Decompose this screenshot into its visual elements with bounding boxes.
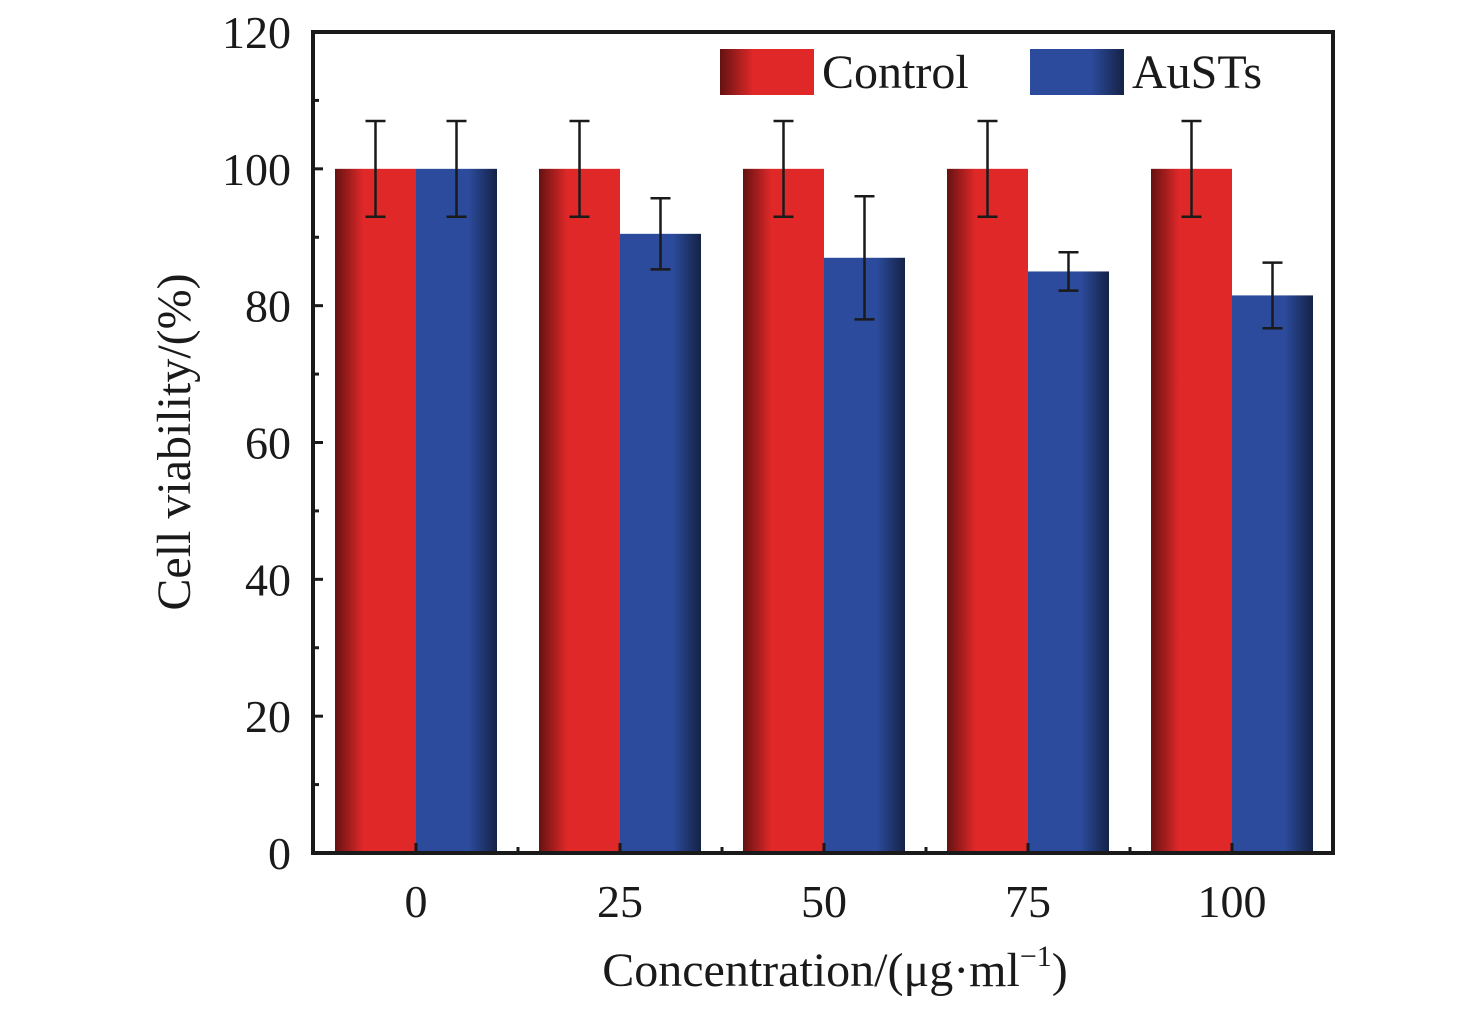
error-bar-control-0	[365, 119, 386, 218]
x-tick-label: 100	[1198, 876, 1267, 927]
legend-swatch-austs	[1030, 49, 1124, 95]
x-tick-label: 75	[1005, 876, 1051, 927]
error-bar-austs-50	[854, 194, 875, 321]
x-axis-title-superscript: −1	[1020, 940, 1052, 973]
error-bars-layer	[365, 119, 1283, 330]
legend-swatch-control	[720, 49, 814, 95]
x-axis-title-main: Concentration/(μg·ml	[602, 944, 1020, 997]
y-tick-label: 80	[245, 281, 291, 332]
error-bar-austs-75	[1058, 251, 1079, 292]
bar-austs-0	[416, 168, 497, 854]
bar-control-0	[335, 168, 416, 854]
x-tick-label: 50	[801, 876, 847, 927]
bar-control-75	[947, 168, 1028, 854]
bar-austs-100	[1232, 295, 1313, 853]
y-tick-label: 20	[245, 691, 291, 742]
bar-austs-25	[620, 233, 701, 853]
y-tick-label: 0	[268, 828, 291, 879]
y-tick-label: 60	[245, 418, 291, 469]
x-tick-label: 0	[405, 876, 428, 927]
y-axis-title: Cell viability/(%)	[148, 273, 201, 610]
error-bar-control-100	[1181, 119, 1202, 218]
error-bar-austs-25	[650, 197, 671, 271]
error-bar-control-50	[773, 119, 794, 218]
error-bar-austs-100	[1262, 261, 1283, 330]
y-tick-label: 100	[222, 144, 291, 195]
y-axis: 0 20 40 60 80 100 120	[222, 7, 323, 879]
bars-layer	[335, 168, 1313, 854]
x-axis-title: Concentration/(μg·ml−1)	[602, 940, 1068, 997]
legend-label-control: Control	[822, 46, 969, 99]
legend-label-austs: AuSTs	[1132, 46, 1262, 99]
error-bar-control-25	[569, 119, 590, 218]
x-axis-title-end: )	[1052, 944, 1068, 997]
error-bar-austs-0	[446, 119, 467, 218]
bar-austs-50	[824, 257, 905, 853]
legend: Control AuSTs	[720, 46, 1262, 99]
bar-control-25	[539, 168, 620, 854]
x-axis: 0 25 50 75 100	[405, 843, 1267, 927]
bar-austs-75	[1028, 271, 1109, 853]
y-tick-label: 40	[245, 554, 291, 605]
bar-control-100	[1151, 168, 1232, 854]
y-tick-label: 120	[222, 7, 291, 58]
bar-control-50	[743, 168, 824, 854]
error-bar-control-75	[977, 119, 998, 218]
x-tick-label: 25	[597, 876, 643, 927]
